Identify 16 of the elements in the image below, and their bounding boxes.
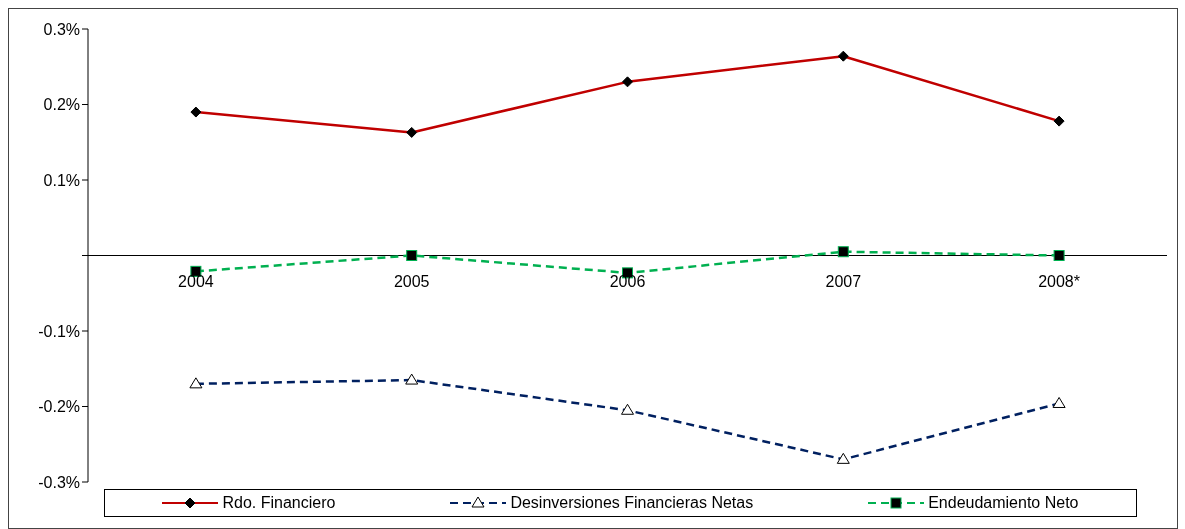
y-tick-label: 0.3% bbox=[43, 20, 80, 38]
x-tick-label: 2005 bbox=[393, 272, 430, 290]
legend-label: Endeudamiento Neto bbox=[928, 494, 1079, 512]
x-tick-label: 2004 bbox=[178, 272, 214, 290]
y-tick-label: -0.2% bbox=[38, 398, 80, 416]
legend-label: Rdo. Financiero bbox=[222, 494, 336, 512]
y-tick-label: 0.1% bbox=[43, 171, 80, 189]
point bbox=[1053, 250, 1065, 261]
y-tick-label: -0.1% bbox=[38, 322, 80, 340]
x-tick-label: 2007 bbox=[825, 272, 862, 290]
legend-label: Desinversiones Financieras Netas bbox=[510, 494, 754, 512]
point bbox=[837, 246, 849, 258]
point bbox=[406, 250, 418, 261]
y-tick-label: -0.3% bbox=[38, 473, 80, 491]
x-tick-label: 2008* bbox=[1038, 272, 1081, 290]
y-tick-label: 0.2% bbox=[43, 96, 80, 114]
